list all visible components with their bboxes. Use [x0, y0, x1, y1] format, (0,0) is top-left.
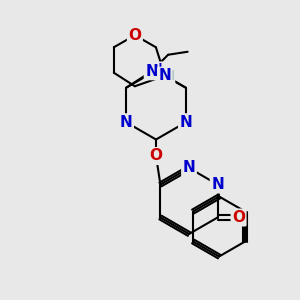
Text: N: N [179, 115, 192, 130]
Text: N: N [183, 160, 195, 175]
Text: N: N [211, 177, 224, 192]
Text: N: N [150, 63, 162, 78]
Text: O: O [128, 28, 141, 43]
Text: O: O [232, 210, 245, 225]
Text: N: N [120, 115, 133, 130]
Text: N: N [145, 64, 158, 79]
Text: O: O [149, 148, 163, 164]
Text: N: N [158, 68, 171, 83]
Text: H: H [162, 69, 174, 83]
